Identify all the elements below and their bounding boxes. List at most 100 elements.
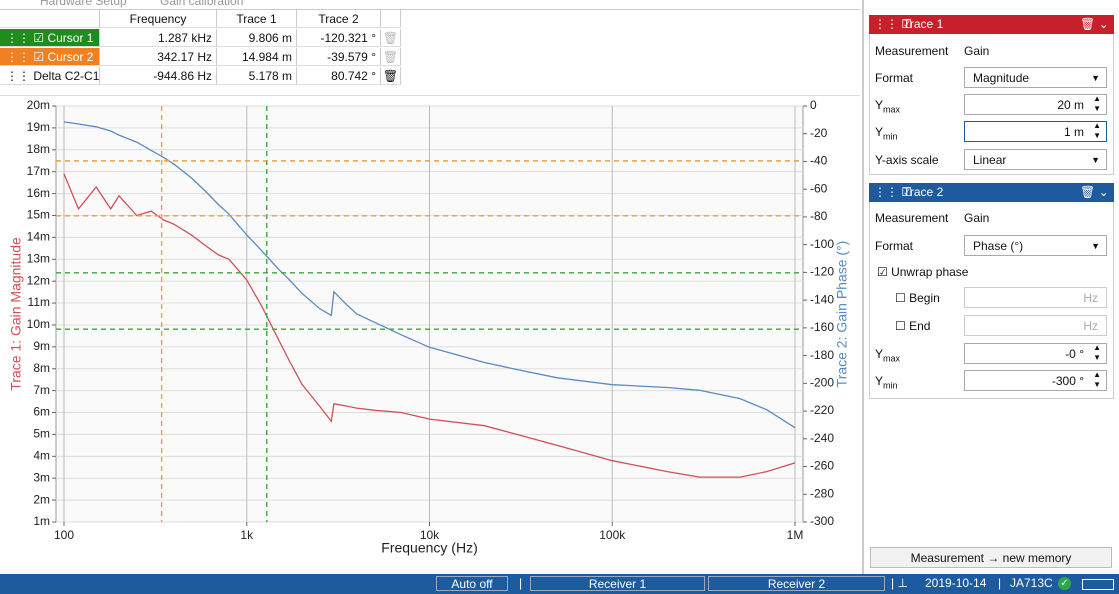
trace-header[interactable]: Trace 1 xyxy=(869,15,1114,34)
trace-title: Trace 2 xyxy=(903,185,944,199)
cell: -120.321 ° xyxy=(297,29,381,47)
y-tick-label: 11m xyxy=(28,295,50,309)
status-ok: ✓ xyxy=(1058,577,1071,590)
y-tick-label: 16m xyxy=(27,186,50,200)
ymin-spin[interactable]: 1 m ▲ ▼ xyxy=(964,121,1107,142)
delete-icon[interactable]: 🗑 xyxy=(381,67,401,85)
grip[interactable]: ⋮⋮ xyxy=(6,69,34,83)
checkbox[interactable]: ☑ Unwrap phase xyxy=(877,265,969,279)
y-tick-label: 5m xyxy=(33,427,50,441)
cell: 5.178 m xyxy=(217,67,297,85)
y2-tick-label: -120 xyxy=(810,265,834,279)
chart: 1m 2m 3m 4m 5m 6m 7m 8m 9m 10m 11m 12m 13m 14m 15m 16m 1… xyxy=(8,98,850,556)
scale-select[interactable]: Linear ▼ xyxy=(964,149,1107,170)
y-tick-label: 20m xyxy=(27,98,50,112)
trace-title: Trace 1 xyxy=(903,17,944,31)
auto-button[interactable]: Auto off xyxy=(436,576,508,591)
delete-icon[interactable]: 🗑 xyxy=(381,29,401,47)
column-header: Trace 1 xyxy=(217,10,297,28)
select-value: Magnitude xyxy=(973,71,1030,85)
splitter[interactable] xyxy=(862,0,864,574)
y2-tick-label: -80 xyxy=(810,209,828,223)
y-tick-label: 7m xyxy=(33,383,50,397)
unit: Hz xyxy=(1083,291,1098,305)
y2-axis-label: Trace 2: Gain Phase (°) xyxy=(834,241,850,388)
divider xyxy=(0,95,860,96)
cell: 80.742 ° xyxy=(297,67,381,85)
end-input[interactable]: Hz xyxy=(964,315,1107,336)
receiver-button[interactable]: Receiver 2 xyxy=(708,576,885,591)
begin-input[interactable]: Hz xyxy=(964,287,1107,308)
checkbox-label: Unwrap phase xyxy=(891,265,969,279)
x-tick-label: 100 xyxy=(54,528,74,542)
y2-tick-label: -240 xyxy=(810,431,834,445)
y2-tick-label: -20 xyxy=(810,126,828,140)
cursor-name[interactable]: ⋮⋮ ☑ Cursor 1 xyxy=(0,29,100,47)
cursor-label: Delta C2-C1 xyxy=(33,69,100,83)
grip[interactable]: ⋮⋮ ☑ xyxy=(6,50,48,64)
ymin-spin[interactable]: -300 ° ▲ ▼ xyxy=(964,370,1107,391)
y2-tick-label: 0 xyxy=(810,98,817,112)
cursor-name[interactable]: ⋮⋮ ☑ Cursor 2 xyxy=(0,48,100,66)
y-tick-label: 3m xyxy=(33,470,50,484)
y-tick-label: 2m xyxy=(33,492,50,506)
new-memory-button[interactable]: Measurement → new memory xyxy=(870,547,1112,568)
trace-header[interactable]: Trace 2 xyxy=(869,183,1114,202)
cell: -39.579 ° xyxy=(297,48,381,66)
checkbox[interactable]: ☐ End xyxy=(895,319,931,333)
y-tick-label: 6m xyxy=(33,405,50,419)
y-tick-label: 13m xyxy=(27,251,50,265)
x-axis-label: Frequency (Hz) xyxy=(381,540,477,556)
header-blank xyxy=(381,10,401,28)
ymax-spin[interactable]: -0 ° ▲ ▼ xyxy=(964,343,1107,364)
x-tick-label: 100k xyxy=(599,528,626,542)
y2-tick-label: -220 xyxy=(810,403,834,417)
field-label: Format xyxy=(875,239,914,253)
spin-value: 20 m xyxy=(1057,98,1084,112)
trace-actions[interactable]: 🗑 ⌄ xyxy=(1080,17,1109,31)
cell: 1.287 kHz xyxy=(100,29,217,47)
cursor-name[interactable]: ⋮⋮ Delta C2-C1 xyxy=(0,67,100,85)
tab[interactable]: Hardware Setup xyxy=(40,0,127,8)
series-line xyxy=(63,121,796,429)
field-label: Ymax xyxy=(875,95,900,119)
cursor-label: Cursor 2 xyxy=(47,50,94,64)
y-tick-label: 9m xyxy=(33,339,50,353)
label-text: Y xyxy=(875,98,884,112)
format-select[interactable]: Phase (°) ▼ xyxy=(964,235,1107,256)
field-label: Ymax xyxy=(875,344,900,368)
trace-actions[interactable]: 🗑 ⌄ xyxy=(1080,185,1109,199)
field-label: Measurement xyxy=(875,211,949,225)
label-text: Y xyxy=(875,125,884,139)
field-label: Ymin xyxy=(875,371,898,395)
ymax-spin[interactable]: 20 m ▲ ▼ xyxy=(964,94,1107,115)
y2-tick-label: -40 xyxy=(810,154,828,168)
label-sub: max xyxy=(883,104,901,115)
receiver-button[interactable]: Receiver 1 xyxy=(530,576,705,591)
grip-check[interactable]: ⋮⋮ ☑ xyxy=(874,185,913,199)
x-tick-label: 10k xyxy=(420,528,440,542)
checkbox-label: Begin xyxy=(909,291,940,305)
field-value: Gain xyxy=(964,211,990,225)
x-tick-label: 1M xyxy=(787,528,804,542)
field-label: Format xyxy=(875,71,914,85)
y-tick-label: 12m xyxy=(27,273,50,287)
y-tick-label: 17m xyxy=(27,164,50,178)
device: JA713C xyxy=(1010,576,1053,590)
tab[interactable]: Gain calibration xyxy=(160,0,244,8)
y2-tick-label: -100 xyxy=(810,237,834,251)
format-select[interactable]: Magnitude ▼ xyxy=(964,67,1107,88)
spin-value: 1 m xyxy=(1063,125,1084,139)
y-tick-label: 18m xyxy=(27,142,50,156)
y-axis-label: Trace 1: Gain Magnitude xyxy=(8,237,24,391)
field-value: Gain xyxy=(964,44,990,58)
date: 2019-10-14 xyxy=(925,576,987,590)
y-tick-label: 8m xyxy=(33,361,50,375)
grip-check[interactable]: ⋮⋮ ☑ xyxy=(874,17,913,31)
checkbox[interactable]: ☐ Begin xyxy=(895,291,940,305)
y2-tick-label: -140 xyxy=(810,292,834,306)
y2-tick-label: -180 xyxy=(810,348,834,362)
grip[interactable]: ⋮⋮ ☑ xyxy=(6,31,48,45)
delete-icon[interactable]: 🗑 xyxy=(381,48,401,66)
